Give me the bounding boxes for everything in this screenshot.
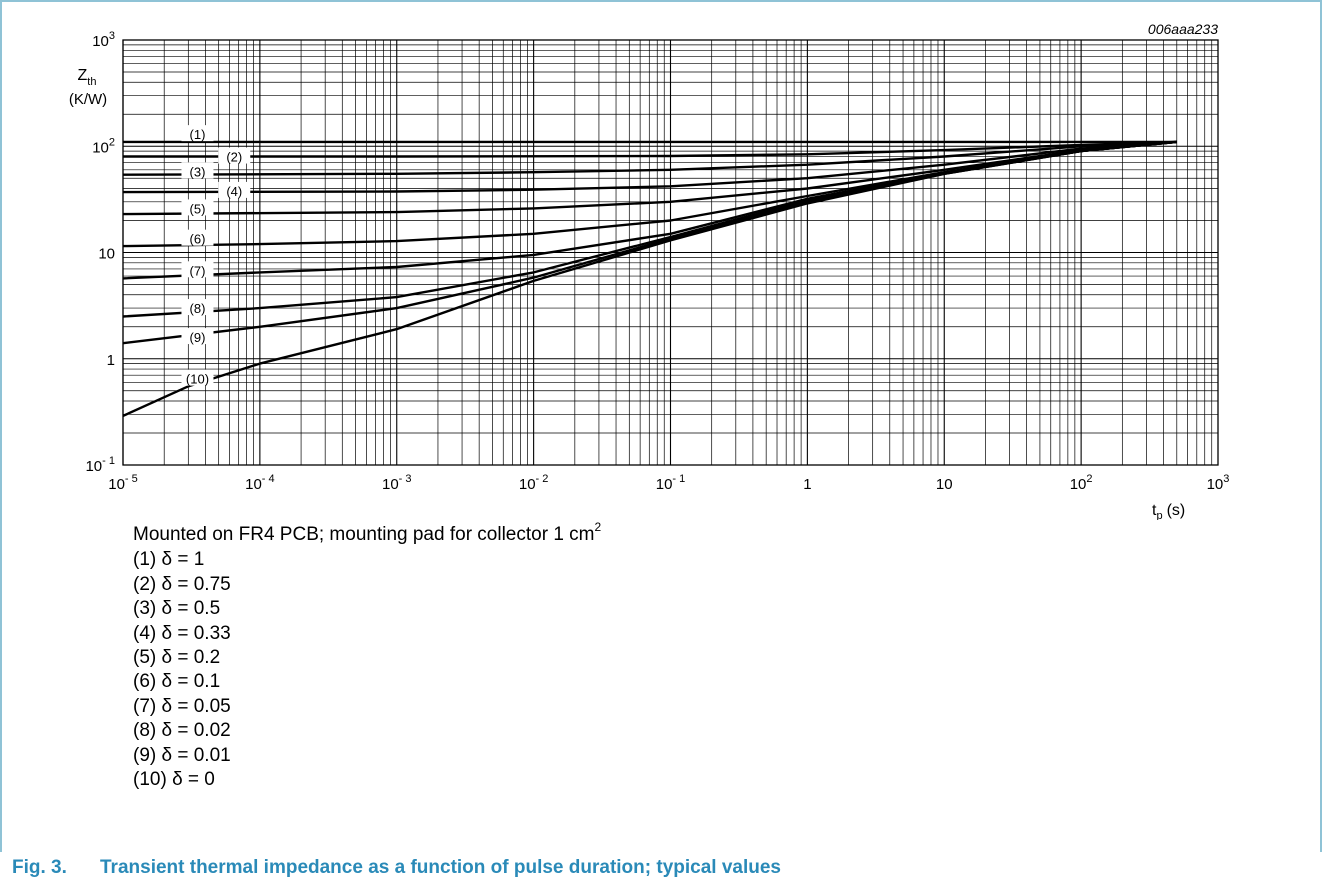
curve-label-background [181,299,214,316]
figure-notes: Mounted on FR4 PCB; mounting pad for col… [133,520,602,792]
curve-label-background [181,261,214,278]
legend-entry-2: (2) δ = 0.75 [133,573,231,595]
curve-label-background [181,162,214,179]
figure-caption: Fig. 3. Transient thermal impedance as a … [12,857,781,879]
x-tick-label: 102 [1070,473,1093,493]
curve-label-background [181,199,214,216]
curve-label-background [181,369,214,386]
x-tick-label: 10- 4 [245,473,275,493]
curve-label-4: (4) [226,184,242,199]
curve-label-6: (6) [190,232,206,247]
y-tick-label: 102 [92,136,115,156]
curve-label-background [181,125,214,142]
curve-label-7: (7) [190,263,206,278]
figure-title: Transient thermal impedance as a functio… [100,857,781,878]
x-tick-label: 1 [803,476,811,493]
legend-entry-9: (9) δ = 0.01 [133,744,231,766]
figure-frame [0,0,1322,852]
x-tick-label: 10- 3 [382,473,412,493]
legend-entry-4: (4) δ = 0.33 [133,622,231,644]
legend-entry-1: (1) δ = 1 [133,549,205,571]
curve-label-5: (5) [190,201,206,216]
chart-curves [122,140,1177,417]
x-tick-label: 10 [936,476,953,493]
chart-grid [122,39,1219,466]
curve-label-background [218,181,251,198]
y-axis-unit: (K/W) [69,91,107,108]
mounting-note: Mounted on FR4 PCB; mounting pad for col… [133,520,602,545]
x-tick-label: 10- 2 [519,473,549,493]
x-tick-label: 10- 5 [108,473,138,493]
curve-label-10: (10) [186,372,209,387]
x-tick-label: 103 [1207,473,1230,493]
y-tick-label: 10 [98,246,115,263]
curve-label-1: (1) [190,127,206,142]
legend-entry-3: (3) δ = 0.5 [133,598,221,620]
figure-number: Fig. 3. [12,857,67,878]
legend-entry-5: (5) δ = 0.2 [133,647,221,669]
legend-entry-8: (8) δ = 0.02 [133,720,231,742]
y-tick-label: 10- 1 [85,455,115,475]
y-tick-label: 1 [107,352,115,369]
curve-2 [123,140,1177,158]
chart-labels: (1)(2)(3)(4)(5)(6)(7)(8)(9)(10)10- 5 10- … [69,21,1230,520]
x-tick-label: 10- 1 [656,473,686,493]
legend-entry-6: (6) δ = 0.1 [133,671,221,693]
curve-label-8: (8) [190,301,206,316]
curve-10 [122,140,1177,417]
y-tick-label: 103 [92,30,115,50]
curve-label-background [218,147,251,164]
x-axis-label: tp (s) [1152,502,1185,520]
curve-4 [122,140,1177,194]
curve-3 [122,140,1177,176]
curve-label-background [181,229,214,246]
curve-label-9: (9) [190,330,206,345]
plot-border [122,39,1219,466]
curve-label-2: (2) [226,150,242,165]
y-axis-label: Zth [78,67,97,88]
thermal-impedance-chart: (1)(2)(3)(4)(5)(6)(7)(8)(9)(10)10- 5 10- … [69,21,1230,520]
curve-label-3: (3) [190,164,206,179]
figure-id: 006aaa233 [1148,21,1218,37]
curve-8 [122,140,1177,318]
legend-entry-7: (7) δ = 0.05 [133,695,231,717]
curve-5 [122,140,1177,216]
curve-label-background [181,328,214,345]
legend-entry-10: (10) δ = 0 [133,769,215,791]
mounting-note-superscript: 2 [594,520,602,534]
